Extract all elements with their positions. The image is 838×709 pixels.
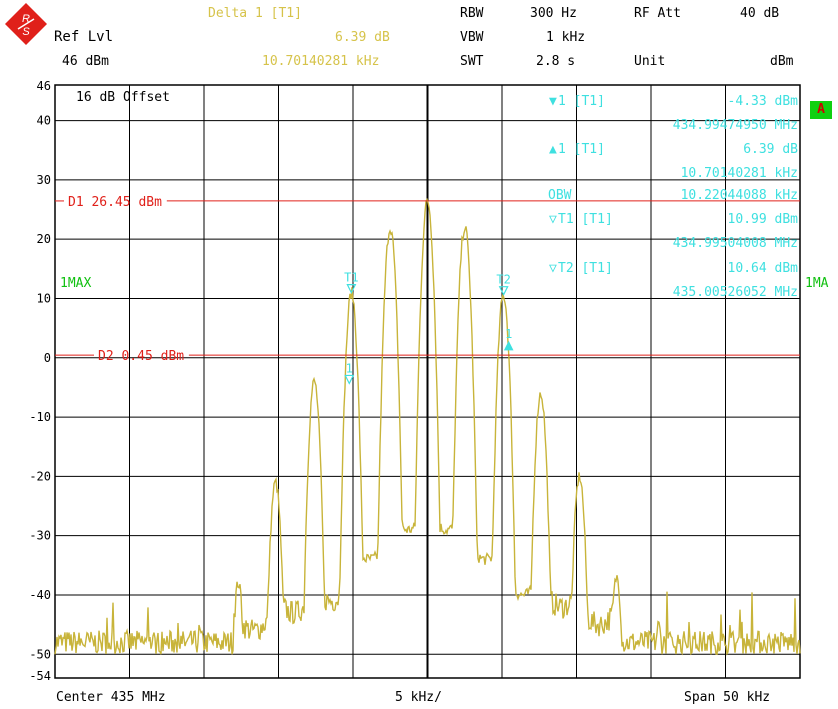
rbw-value: 300 Hz	[530, 6, 577, 21]
marker-table-frequency: 435.00526052 MHz	[672, 285, 798, 300]
unit-label: Unit	[634, 54, 666, 69]
marker-table-name: T2 [T1]	[558, 261, 613, 276]
marker-label: T1	[344, 271, 358, 285]
marker-table-symbol-icon: ▽	[549, 261, 557, 276]
marker-table-value: 10.99 dBm	[727, 212, 798, 227]
delta-title: Delta 1 [T1]	[208, 6, 302, 21]
marker-table-value: 6.39 dB	[743, 142, 798, 157]
y-tick-label: 40	[37, 114, 51, 128]
svg-text:R: R	[22, 13, 30, 25]
y-tick-label: -54	[29, 669, 51, 683]
marker-label: 1	[505, 327, 512, 341]
delta-freq: 10.70140281 kHz	[262, 54, 380, 69]
swt-value: 2.8 s	[536, 54, 576, 69]
marker-label: T2	[496, 273, 510, 287]
per-division: 5 kHz/	[395, 690, 442, 705]
marker-table-symbol-icon: ▲	[549, 142, 557, 157]
y-tick-label: 30	[37, 173, 51, 187]
y-tick-label: 20	[37, 232, 51, 246]
marker-table-symbol-icon: ▼	[549, 94, 557, 109]
marker-table-frequency: 434.99474950 MHz	[672, 118, 798, 133]
ref-lvl-label: Ref Lvl	[54, 29, 114, 45]
rf-att-label: RF Att	[634, 6, 681, 21]
display-line-label: D1 26.45 dBm	[68, 195, 162, 210]
delta-level: 6.39 dB	[335, 30, 390, 45]
vbw-value: 1 kHz	[546, 30, 586, 45]
rbw-label: RBW	[460, 6, 484, 21]
vbw-label: VBW	[460, 30, 484, 45]
marker-table-name: 1 [T1]	[558, 142, 605, 157]
y-tick-label: 0	[44, 351, 51, 365]
marker-table-name: OBW	[548, 188, 572, 203]
marker-table-symbol-icon: ▽	[549, 212, 557, 227]
rf-att-value: 40 dB	[740, 6, 780, 21]
marker-table-frequency: 10.70140281 kHz	[680, 166, 798, 181]
marker-down-icon	[498, 286, 509, 297]
marker-table-name: 1 [T1]	[558, 94, 605, 109]
rohde-schwarz-logo: R S	[5, 3, 47, 45]
span-label: Span 50 kHz	[684, 690, 771, 705]
y-tick-label: -50	[29, 647, 51, 661]
marker-table-frequency: 434.99504008 MHz	[672, 236, 798, 251]
center-frequency: Center 435 MHz	[56, 690, 166, 705]
marker-label: 1	[346, 361, 353, 375]
y-tick-label: -40	[29, 588, 51, 602]
display-line-label: D2 0.45 dBm	[98, 349, 184, 364]
status-badge: A	[810, 101, 832, 119]
ref-lvl-value: 46 dBm	[62, 54, 109, 69]
offset-label: 16 dB Offset	[76, 90, 170, 105]
marker-table-value: 10.64 dBm	[727, 261, 798, 276]
y-tick-label: 10	[37, 291, 51, 305]
marker-table-name: T1 [T1]	[558, 212, 613, 227]
marker-table-value: 10.22044088 kHz	[680, 188, 798, 203]
marker-down-icon	[344, 374, 355, 385]
swt-label: SWT	[460, 54, 484, 69]
y-tick-label: 46	[37, 79, 51, 93]
trace-label-right: 1MA	[805, 276, 829, 291]
y-tick-label: -20	[29, 469, 51, 483]
trace-label-left: 1MAX	[60, 276, 92, 291]
y-tick-label: -10	[29, 410, 51, 424]
marker-up-icon	[503, 340, 514, 351]
y-tick-label: -30	[29, 529, 51, 543]
marker-table-value: -4.33 dBm	[727, 94, 798, 109]
svg-text:S: S	[22, 26, 30, 38]
marker-down-icon	[346, 284, 357, 294]
unit-value: dBm	[770, 54, 794, 69]
